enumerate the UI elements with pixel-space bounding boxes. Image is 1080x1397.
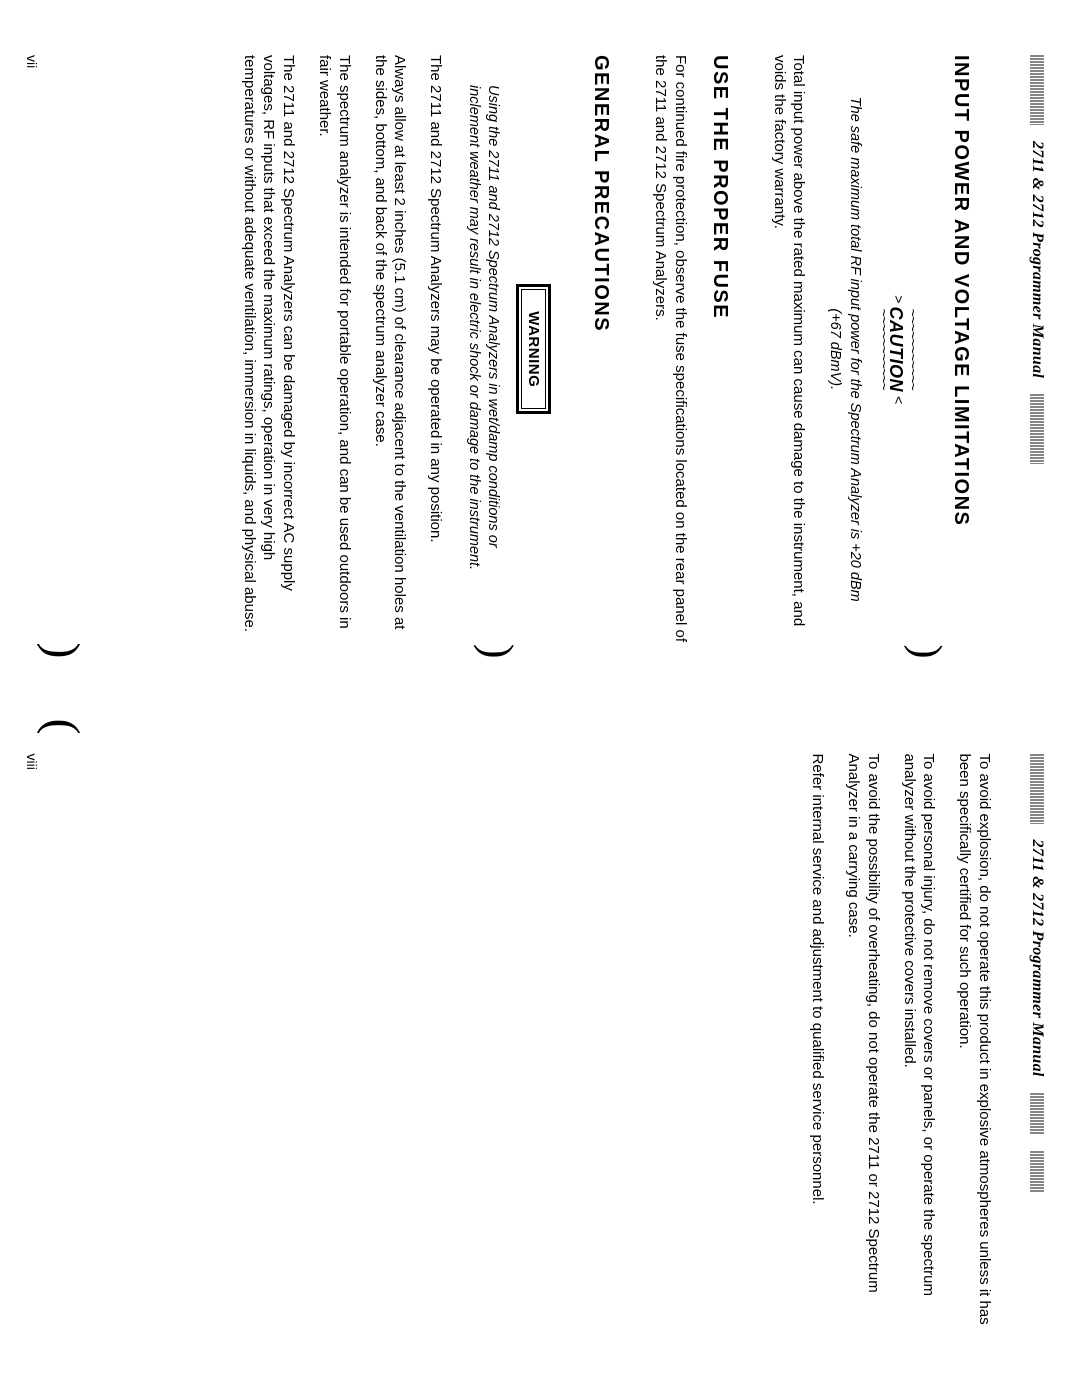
- paragraph: The 2711 and 2712 Spectrum Analyzers may…: [425, 55, 445, 644]
- caution-label: CAUTION: [888, 303, 904, 397]
- running-head-right: 2711 & 2712 Programmer Manual: [1024, 754, 1050, 1343]
- warning-box: WARNING: [516, 284, 551, 414]
- caution-ornament-icon: ~~~~~~~~~~~: [904, 295, 917, 403]
- caution-block: ~~~~~~~~~~~ > CAUTION < ~~~~~~~~~~~: [876, 295, 917, 403]
- heading-proper-fuse: USE THE PROPER FUSE: [708, 55, 731, 644]
- caution-ornament-icon: >: [890, 295, 903, 302]
- page-number: vii: [24, 55, 40, 68]
- page-spread: 2711 & 2712 Programmer Manual ) ) ) INPU…: [0, 0, 1080, 1397]
- running-head-title: 2711 & 2712 Programmer Manual: [1028, 141, 1046, 378]
- page-right: 2711 & 2712 Programmer Manual ( To avoid…: [0, 699, 1080, 1397]
- binding-mark-icon: ): [905, 645, 947, 659]
- warning-label: WARNING: [521, 289, 546, 409]
- binding-mark-icon: ): [38, 643, 86, 659]
- paragraph: To avoid explosion, do not operate this …: [954, 754, 994, 1343]
- header-ornament-icon: [1030, 1151, 1044, 1193]
- paragraph: To avoid personal injury, do not remove …: [899, 754, 939, 1343]
- binding-mark-icon: (: [38, 719, 86, 735]
- page-left: 2711 & 2712 Programmer Manual ) ) ) INPU…: [0, 0, 1080, 699]
- header-ornament-icon: [1030, 1093, 1044, 1135]
- paragraph: To avoid the possibility of overheating,…: [843, 754, 883, 1343]
- running-head-left: 2711 & 2712 Programmer Manual: [1024, 55, 1050, 644]
- paragraph: Always allow at least 2 inches (5.1 cm) …: [370, 55, 410, 644]
- paragraph-fuse: For continued fire protection, observe t…: [650, 55, 690, 644]
- header-ornament-icon: [1030, 394, 1044, 464]
- warning-text: Using the 2711 and 2712 Spectrum Analyze…: [463, 85, 502, 614]
- caution-ornament-icon: <: [890, 396, 903, 403]
- paragraph-input-power: Total input power above the rated maximu…: [769, 55, 809, 644]
- heading-general-precautions: GENERAL PRECAUTIONS: [589, 55, 612, 644]
- header-ornament-icon: [1030, 55, 1044, 125]
- binding-mark-icon: ): [475, 644, 519, 659]
- paragraph: Refer internal service and adjustment to…: [807, 754, 827, 1343]
- header-ornament-icon: [1030, 754, 1044, 824]
- running-head-title: 2711 & 2712 Programmer Manual: [1028, 840, 1046, 1077]
- caution-ornament-icon: ~~~~~~~~~~~: [876, 295, 889, 403]
- heading-input-power: INPUT POWER AND VOLTAGE LIMITATIONS: [949, 55, 972, 644]
- paragraph: The spectrum analyzer is intended for po…: [314, 55, 354, 644]
- paragraph: The 2711 and 2712 Spectrum Analyzers can…: [239, 55, 298, 644]
- page-number: viii: [24, 754, 40, 770]
- caution-text: The safe maximum total RF input power fo…: [825, 95, 864, 604]
